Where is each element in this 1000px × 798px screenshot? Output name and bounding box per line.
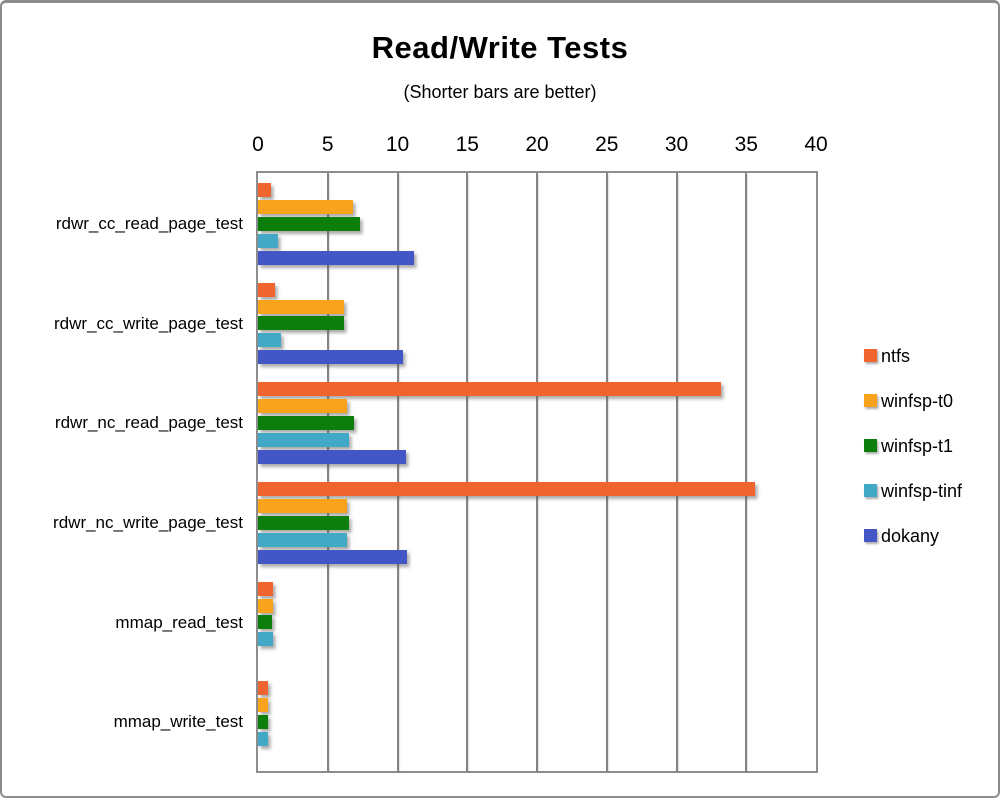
x-tick-label-25: 25 bbox=[595, 133, 619, 156]
legend-item-winfsp-tinf: winfsp-tinf bbox=[864, 468, 962, 513]
x-tick-label-30: 30 bbox=[664, 133, 689, 156]
bar-ntfs-rdwr_nc_write_page_test bbox=[258, 482, 755, 496]
x-tick-label-0: 0 bbox=[252, 133, 264, 156]
x-tick-label-35: 35 bbox=[734, 133, 758, 156]
bar-ntfs-mmap_write_test bbox=[258, 681, 269, 696]
category-label-mmap_read_test: mmap_read_test bbox=[115, 612, 243, 632]
category-label-rdwr_nc_write_page_test: rdwr_nc_write_page_test bbox=[53, 512, 243, 532]
category-label-rdwr_cc_read_page_test: rdwr_cc_read_page_test bbox=[55, 213, 243, 233]
bar-winfsp-tinf-rdwr_cc_write_page_test bbox=[258, 333, 282, 348]
legend-swatch-winfsp-tinf bbox=[864, 484, 877, 497]
category-label-mmap_write_test: mmap_write_test bbox=[113, 712, 243, 732]
bar-winfsp-tinf-rdwr_nc_write_page_test bbox=[258, 532, 348, 547]
legend: ntfs winfsp-t0 winfsp-t1 winfsp-tinf dokany bbox=[864, 333, 962, 558]
bar-ntfs-mmap_read_test bbox=[258, 581, 274, 596]
gridline-20 bbox=[536, 173, 538, 771]
gridline-15 bbox=[466, 173, 469, 771]
bar-winfsp-t0-rdwr_nc_write_page_test bbox=[258, 498, 348, 513]
gridline-35 bbox=[745, 173, 748, 771]
legend-item-winfsp-t1: winfsp-t1 bbox=[864, 423, 962, 468]
bar-winfsp-t0-rdwr_cc_write_page_test bbox=[258, 299, 345, 314]
bar-winfsp-tinf-rdwr_nc_read_page_test bbox=[258, 433, 349, 448]
legend-swatch-winfsp-t0 bbox=[864, 394, 877, 407]
bar-winfsp-t1-rdwr_nc_read_page_test bbox=[258, 416, 355, 431]
x-tick-label-40: 40 bbox=[804, 133, 828, 156]
gridline-25 bbox=[605, 173, 608, 771]
legend-swatch-ntfs bbox=[864, 349, 877, 362]
legend-item-winfsp-t0: winfsp-t0 bbox=[864, 378, 962, 423]
bar-winfsp-t0-mmap_read_test bbox=[258, 598, 273, 613]
bar-winfsp-t1-mmap_write_test bbox=[258, 715, 268, 730]
chart-subtitle: (Shorter bars are better) bbox=[403, 82, 597, 102]
gridline-10 bbox=[396, 173, 399, 771]
bar-winfsp-tinf-rdwr_cc_read_page_test bbox=[258, 233, 278, 248]
bar-winfsp-tinf-mmap_write_test bbox=[258, 732, 268, 747]
category-label-rdwr_nc_read_page_test: rdwr_nc_read_page_test bbox=[54, 413, 243, 433]
x-tick-label-10: 10 bbox=[385, 133, 410, 156]
bar-ntfs-rdwr_cc_read_page_test bbox=[258, 183, 271, 197]
legend-label-winfsp-t1: winfsp-t1 bbox=[881, 435, 954, 456]
chart-title: Read/Write Tests bbox=[371, 30, 629, 65]
bar-dokany-rdwr_cc_read_page_test bbox=[258, 250, 415, 265]
legend-label-winfsp-t0: winfsp-t0 bbox=[881, 390, 954, 411]
bar-winfsp-t1-mmap_read_test bbox=[258, 615, 272, 630]
legend-item-dokany: dokany bbox=[864, 513, 962, 558]
legend-swatch-winfsp-t1 bbox=[864, 439, 877, 452]
legend-swatch-dokany bbox=[864, 529, 877, 542]
legend-label-dokany: dokany bbox=[881, 525, 940, 546]
bar-winfsp-t1-rdwr_cc_read_page_test bbox=[258, 216, 360, 231]
bar-dokany-rdwr_nc_read_page_test bbox=[258, 449, 406, 464]
bar-ntfs-rdwr_nc_read_page_test bbox=[258, 382, 722, 397]
x-tick-label-20: 20 bbox=[525, 133, 549, 156]
bar-winfsp-t1-rdwr_nc_write_page_test bbox=[258, 515, 349, 530]
bar-winfsp-t0-mmap_write_test bbox=[258, 698, 268, 713]
gridline-5 bbox=[326, 173, 329, 771]
bar-winfsp-t0-rdwr_nc_read_page_test bbox=[258, 399, 348, 414]
bar-winfsp-tinf-mmap_read_test bbox=[258, 632, 273, 647]
legend-label-ntfs: ntfs bbox=[881, 345, 911, 366]
bar-dokany-rdwr_cc_write_page_test bbox=[258, 350, 404, 365]
bar-winfsp-t0-rdwr_cc_read_page_test bbox=[258, 199, 353, 214]
legend-label-winfsp-tinf: winfsp-tinf bbox=[881, 480, 963, 501]
category-label-rdwr_cc_write_page_test: rdwr_cc_write_page_test bbox=[54, 313, 243, 333]
gridline-30 bbox=[675, 173, 678, 771]
bar-dokany-rdwr_nc_write_page_test bbox=[258, 549, 408, 564]
x-tick-label-15: 15 bbox=[455, 133, 479, 156]
bar-winfsp-t1-rdwr_cc_write_page_test bbox=[258, 316, 345, 331]
plot-area bbox=[256, 171, 818, 773]
x-tick-label-5: 5 bbox=[321, 133, 334, 156]
bar-ntfs-rdwr_cc_write_page_test bbox=[258, 282, 275, 297]
legend-item-ntfs: ntfs bbox=[864, 333, 962, 378]
